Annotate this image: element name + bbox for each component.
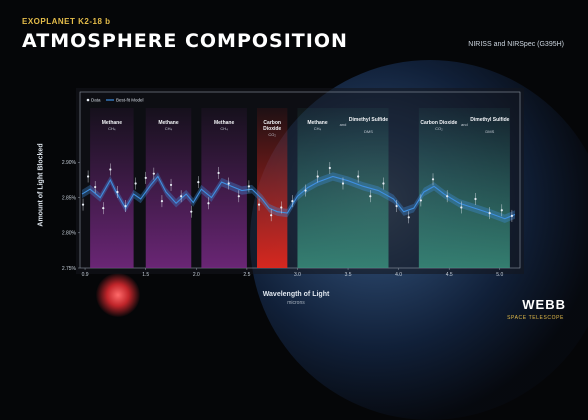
- data-point: [369, 195, 372, 198]
- band-label: Methane: [214, 120, 235, 126]
- data-point: [144, 176, 147, 179]
- y-tick-label: 2.75%: [62, 266, 77, 272]
- x-tick-label: 0.9: [82, 272, 89, 278]
- data-point: [152, 172, 155, 175]
- band-label: Carbon Dioxide: [420, 120, 457, 126]
- data-point: [124, 204, 127, 208]
- legend-data-marker: [86, 98, 90, 102]
- data-point: [247, 185, 251, 188]
- y-axis-label: Amount of Light Blocked: [37, 143, 45, 227]
- model-line: [81, 175, 516, 220]
- data-point: [460, 206, 463, 209]
- band-methane-0: [90, 108, 134, 268]
- data-point: [341, 182, 345, 185]
- x-axis-label: Wavelength of Light: [262, 291, 330, 298]
- band-label: Dioxide: [263, 126, 281, 132]
- band-formula: CH₄: [314, 126, 322, 131]
- data-point: [500, 209, 503, 212]
- x-tick-label: 5.0: [496, 272, 503, 278]
- data-point: [357, 175, 360, 178]
- data-point: [280, 206, 283, 209]
- band-methane-2: [201, 108, 247, 268]
- legend-data-label: Data: [91, 98, 101, 103]
- webb-logo: WEBB: [522, 297, 566, 312]
- page-title: ATMOSPHERE COMPOSITION: [22, 30, 348, 52]
- band-formula: CH₄: [165, 126, 173, 131]
- data-point: [291, 200, 294, 203]
- band-label: Methane: [307, 120, 328, 126]
- y-tick-label: 2.80%: [62, 231, 77, 237]
- band-methane-1: [145, 108, 192, 268]
- infographic-frame: EXOPLANET K2-18 b ATMOSPHERE COMPOSITION…: [22, 17, 588, 420]
- band-label: Methane: [158, 120, 179, 126]
- data-point: [407, 216, 410, 219]
- y-tick-label: 2.90%: [62, 160, 77, 166]
- data-point: [257, 203, 261, 206]
- band-formula: CO₂: [268, 132, 276, 137]
- data-point: [102, 207, 105, 210]
- x-tick-label: 1.5: [142, 272, 149, 278]
- data-point: [304, 189, 307, 192]
- data-point: [94, 185, 97, 189]
- data-point: [81, 203, 85, 206]
- band-and: and: [461, 122, 468, 127]
- band-carbon_dioxide-3: [257, 108, 288, 268]
- data-point: [180, 195, 183, 198]
- band-label: Dimethyl Sulfide: [349, 117, 388, 123]
- data-point: [227, 182, 230, 185]
- band-formula: DMS: [485, 129, 494, 134]
- spectrum-chart: MethaneCH₄MethaneCH₄MethaneCH₄CarbonDiox…: [62, 91, 521, 278]
- subtitle-kicker: EXOPLANET K2-18 b: [22, 17, 111, 26]
- legend-model-label: Best-fit Model: [116, 98, 144, 103]
- data-point: [207, 202, 210, 205]
- data-point: [270, 214, 273, 217]
- band-formula: CO₂: [435, 126, 443, 131]
- webb-logo-sub: SPACE TELESCOPE: [507, 315, 564, 321]
- data-point: [190, 210, 193, 213]
- data-point: [395, 204, 398, 208]
- data-point: [217, 171, 220, 175]
- x-tick-label: 2.5: [243, 272, 250, 278]
- band-dms-5: [418, 108, 510, 268]
- data-point: [169, 183, 173, 187]
- data-point: [382, 182, 385, 185]
- data-point: [86, 175, 90, 178]
- data-point: [488, 211, 491, 215]
- x-tick-label: 2.0: [193, 272, 200, 278]
- data-point: [510, 214, 514, 218]
- x-tick-label: 3.0: [294, 272, 301, 278]
- data-point: [160, 200, 164, 203]
- data-point: [446, 195, 449, 198]
- host-star: [96, 273, 140, 317]
- band-and: and: [340, 122, 347, 127]
- data-point: [134, 182, 137, 185]
- data-point: [328, 166, 331, 170]
- data-point: [116, 190, 119, 194]
- y-tick-label: 2.85%: [62, 195, 77, 201]
- data-point: [431, 178, 435, 181]
- data-point: [316, 175, 319, 178]
- data-point: [474, 197, 477, 201]
- x-axis-unit: microns: [287, 300, 305, 306]
- data-point: [237, 195, 240, 198]
- band-label: Methane: [102, 120, 123, 126]
- band-label: Carbon: [263, 120, 281, 126]
- x-tick-label: 4.0: [395, 272, 402, 278]
- band-formula: DMS: [364, 129, 373, 134]
- x-tick-label: 4.5: [446, 272, 453, 278]
- x-tick-label: 3.5: [345, 272, 352, 278]
- data-point: [197, 181, 200, 184]
- instrument-note: NIRISS and NIRSpec (G395H): [468, 41, 564, 48]
- band-formula: CH₄: [220, 126, 228, 131]
- band-formula: CH₄: [108, 126, 116, 131]
- band-label: Dimethyl Sulfide: [470, 117, 509, 123]
- data-point: [109, 168, 112, 171]
- data-point: [419, 199, 422, 202]
